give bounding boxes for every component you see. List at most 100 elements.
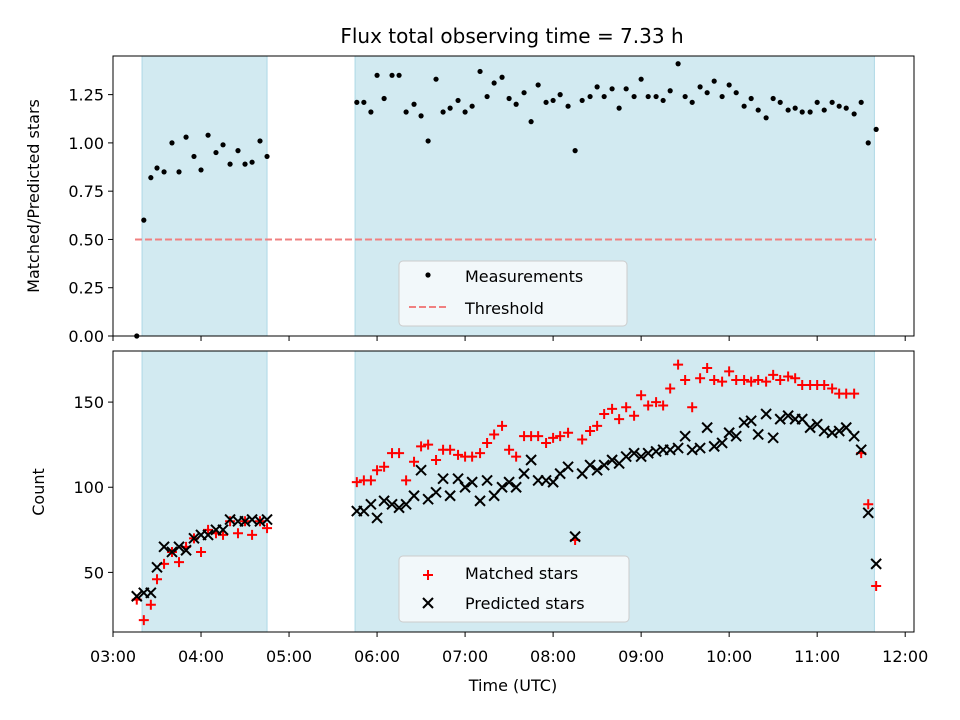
- measurements-point-8: [191, 153, 197, 160]
- matched-stars-point-78: [783, 371, 794, 382]
- predicted-stars-point-39: [496, 481, 508, 493]
- measurements-point-44: [535, 82, 541, 88]
- predicted-stars-point-2: [145, 587, 157, 599]
- measurements-point-53: [601, 93, 607, 100]
- predicted-stars-point-54: [606, 454, 618, 466]
- figure-title: Flux total observing time = 7.33 h: [340, 24, 683, 48]
- measurements-point-35: [469, 103, 475, 109]
- matched-stars-point-29: [423, 439, 434, 450]
- matched-stars-point-70: [724, 366, 735, 377]
- measurements-point-71: [733, 90, 739, 96]
- matched-stars-point-64: [680, 374, 691, 385]
- matched-stars-point-45: [541, 437, 552, 448]
- matched-stars-point-56: [621, 402, 632, 413]
- predicted-stars-point-34: [459, 481, 471, 493]
- matched-stars-point-57: [629, 410, 640, 421]
- measurements-point-54: [609, 86, 615, 92]
- count-x-label: Time (UTC): [468, 676, 557, 695]
- matched-stars-point-21: [365, 475, 376, 486]
- matched-stars-point-2: [145, 599, 156, 610]
- matched-stars-point-63: [673, 359, 684, 370]
- predicted-stars-point-73: [745, 415, 757, 427]
- matched-stars-point-65: [687, 402, 698, 413]
- predicted-stars-point-75: [760, 408, 772, 420]
- ratio-x-ticks: [112, 336, 906, 341]
- count-y-tick-label-1: 100: [73, 478, 104, 497]
- predicted-stars-point-31: [437, 473, 449, 485]
- ratio-y-tick-label-2: 0.50: [68, 230, 104, 249]
- predicted-stars-point-53: [598, 459, 610, 471]
- count-x-tick-label-6: 09:00: [618, 647, 664, 666]
- measurements-point-79: [792, 105, 798, 111]
- measurements-point-15: [242, 161, 248, 167]
- ratio-frame: [112, 55, 915, 337]
- measurements-point-11: [213, 149, 219, 156]
- measurements-point-64: [682, 93, 688, 100]
- predicted-stars-point-8: [188, 532, 200, 545]
- matched-stars-point-79: [790, 373, 801, 384]
- matched-stars-point-90: [871, 581, 882, 592]
- count-legend: Matched stars Predicted stars: [398, 555, 630, 623]
- predicted-stars-point-64: [679, 430, 691, 442]
- matched-stars-point-38: [489, 429, 500, 440]
- predicted-stars-point-67: [701, 421, 713, 434]
- matched-stars-point-13: [225, 516, 236, 527]
- measurements-point-51: [587, 93, 593, 100]
- measurements-point-80: [799, 109, 805, 115]
- matched-stars-point-9: [196, 546, 207, 557]
- count-x-tick-label-2: 05:00: [266, 647, 312, 666]
- measurements-point-43: [528, 119, 534, 125]
- measurements-point-69: [719, 93, 725, 100]
- predicted-stars-point-28: [415, 464, 427, 476]
- matched-stars-point-40: [504, 444, 515, 455]
- predicted-stars-point-12: [217, 524, 229, 536]
- measurements-point-26: [403, 109, 409, 115]
- matched-stars-point-41: [511, 451, 522, 462]
- count-x-tick-label-4: 07:00: [442, 647, 488, 666]
- ratio-legend-frame: [398, 260, 628, 327]
- measurements-point-27: [411, 101, 417, 107]
- legend-predicted-marker: [422, 597, 434, 609]
- predicted-stars-point-70: [723, 427, 735, 439]
- measurements-point-89: [865, 140, 871, 146]
- count-x-tick-label-3: 06:00: [354, 647, 400, 666]
- panel-count: 03:00 04:00 05:00 06:00 07:00 08:00 09:00 10:00…: [29, 350, 928, 695]
- measurements-point-31: [440, 109, 446, 115]
- measurements-point-73: [748, 95, 754, 102]
- ratio-points: [134, 61, 879, 339]
- measurements-point-47: [557, 92, 563, 98]
- matched-stars-point-32: [445, 444, 456, 455]
- measurements-point-22: [374, 72, 380, 78]
- matched-stars-point-76: [768, 369, 779, 380]
- matched-stars-point-84: [827, 383, 838, 394]
- measurements-point-37: [484, 93, 490, 100]
- predicted-stars-point-49: [569, 530, 581, 543]
- measurements-point-63: [675, 61, 681, 67]
- matched-stars-point-16: [247, 529, 258, 540]
- predicted-stars-point-21: [365, 498, 377, 510]
- measurements-point-38: [491, 80, 497, 86]
- measurements-point-42: [521, 90, 527, 96]
- predicted-stars-point-81: [804, 421, 816, 434]
- measurements-point-84: [829, 99, 835, 105]
- measurements-point-21: [368, 109, 374, 115]
- matched-stars-point-59: [643, 400, 654, 411]
- measurements-point-50: [579, 97, 585, 104]
- measurements-point-6: [176, 169, 182, 175]
- matched-stars-point-73: [746, 376, 757, 387]
- measurements-point-2: [148, 175, 154, 181]
- measurements-point-57: [631, 93, 637, 100]
- count-x-tick-label-1: 04:00: [178, 647, 224, 666]
- measurements-point-83: [821, 107, 827, 113]
- predicted-stars-point-41: [510, 481, 522, 493]
- count-frame: [112, 350, 915, 633]
- predicted-stars-point-63: [672, 442, 684, 454]
- predicted-stars-point-6: [173, 541, 185, 553]
- measurements-point-13: [227, 161, 233, 167]
- matched-stars-point-60: [651, 397, 662, 408]
- measurements-point-4: [161, 169, 167, 175]
- predicted-stars-point-66: [694, 442, 706, 454]
- matched-stars-point-25: [394, 448, 405, 459]
- predicted-stars-point-32: [444, 490, 456, 502]
